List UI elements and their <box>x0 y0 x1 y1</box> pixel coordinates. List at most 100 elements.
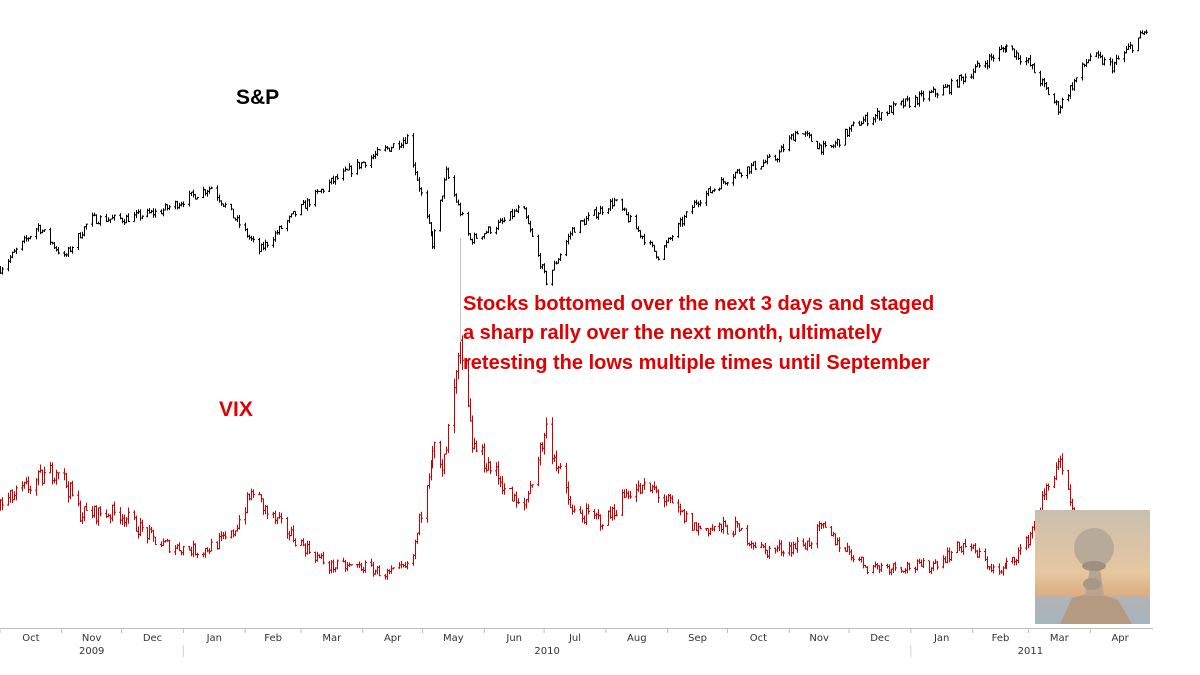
sp-bar <box>95 214 98 224</box>
sp-bar <box>266 241 269 248</box>
sp-bar <box>113 214 116 221</box>
vix-bar <box>782 550 785 557</box>
vix-bar <box>653 481 656 491</box>
vix-series-label: VIX <box>219 398 253 421</box>
vix-bar <box>346 562 349 572</box>
vix-bar <box>766 549 769 559</box>
sp-bar <box>162 208 165 217</box>
vix-bar <box>657 489 660 503</box>
sp-bar <box>511 208 514 220</box>
sp-bar <box>671 234 674 241</box>
sp-bar <box>643 233 646 246</box>
vix-bar <box>774 547 777 554</box>
vix-bar <box>627 490 630 500</box>
vix-bar <box>1 497 4 511</box>
sp-bar <box>637 226 640 232</box>
sp-bar <box>91 212 94 227</box>
vix-bar <box>459 339 462 364</box>
sp-bar <box>599 205 602 215</box>
vix-bar <box>641 484 644 494</box>
vix-bar <box>244 507 247 525</box>
sp-bar <box>559 253 562 261</box>
sp-bar <box>657 256 660 261</box>
vix-bar <box>178 542 181 552</box>
vix-bar <box>93 505 96 518</box>
vix-bar <box>489 461 492 474</box>
vix-bar <box>344 559 347 572</box>
vix-bar <box>457 352 460 380</box>
vix-bar <box>194 543 197 556</box>
sp-series <box>0 29 1148 286</box>
vix-bar <box>148 525 151 540</box>
vix-bar <box>262 498 265 515</box>
sp-bar <box>748 166 751 175</box>
vix-bar <box>669 494 672 504</box>
sp-bar <box>431 231 434 249</box>
vix-bar <box>190 546 193 557</box>
vix-bar <box>894 561 897 571</box>
sp-bar <box>880 112 883 121</box>
sp-bar <box>398 140 401 150</box>
vix-bar <box>137 526 140 539</box>
vix-bar <box>224 531 227 540</box>
sp-bar <box>693 200 696 208</box>
sp-bar <box>139 209 142 221</box>
sp-bar <box>922 90 925 102</box>
x-tick-label-month: Jul <box>568 633 581 644</box>
sp-bar <box>220 200 223 206</box>
vix-bar <box>453 378 456 434</box>
sp-bar <box>166 204 169 211</box>
vix-bar <box>711 524 714 532</box>
sp-bar <box>264 239 267 251</box>
vix-bar <box>511 486 514 502</box>
vix-bar <box>218 532 221 550</box>
x-tick-label-month: Dec <box>870 633 889 644</box>
thumbnail-photo <box>1035 510 1150 624</box>
sp-bar <box>517 204 520 214</box>
vix-bar <box>788 541 791 556</box>
vix-bar <box>1055 462 1058 481</box>
sp-bar <box>527 215 530 225</box>
sp-bar <box>792 133 795 141</box>
vix-bar <box>174 545 177 555</box>
sp-bar <box>782 143 785 153</box>
sp-bar <box>154 208 157 218</box>
sp-bar <box>453 175 456 197</box>
vix-bar <box>97 507 100 526</box>
vix-bar <box>168 539 171 553</box>
vix-bar <box>900 567 903 573</box>
sp-bar <box>428 214 431 224</box>
vix-bar <box>679 503 682 516</box>
vix-bar <box>123 514 126 527</box>
vix-bar <box>25 477 28 485</box>
vix-bar <box>685 511 688 522</box>
vix-bar <box>416 532 419 544</box>
sp-bar <box>328 179 331 192</box>
sp-bar <box>224 202 227 208</box>
sp-bar <box>593 209 596 216</box>
sp-bar <box>236 215 239 223</box>
sp-bar <box>838 139 841 148</box>
sp-bar <box>443 177 446 199</box>
sp-bar <box>433 229 436 250</box>
sp-bar <box>370 155 373 168</box>
sp-bar <box>43 229 46 232</box>
x-tick-label-month: Feb <box>992 633 1010 644</box>
sp-bar <box>601 206 604 215</box>
sp-bar <box>1013 48 1016 58</box>
vix-bar <box>746 525 749 546</box>
sp-bar <box>732 174 735 186</box>
sp-bar <box>426 190 429 219</box>
vix-bar <box>49 461 52 474</box>
sp-bar <box>651 241 654 248</box>
vix-bar <box>146 527 149 544</box>
sp-bar <box>286 220 289 232</box>
sp-bar <box>152 208 155 218</box>
vix-bar <box>495 462 498 476</box>
sp-bar <box>123 219 126 225</box>
vix-bar <box>888 564 891 575</box>
vix-bar <box>958 541 961 551</box>
vix-bar <box>461 335 464 370</box>
vix-bar <box>204 548 207 558</box>
vix-bar <box>697 522 700 536</box>
